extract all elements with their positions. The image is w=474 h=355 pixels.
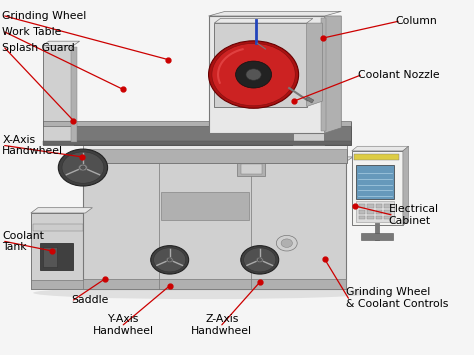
Text: Saddle: Saddle — [71, 295, 109, 305]
Bar — [356, 165, 394, 199]
Text: Coolant
Tank: Coolant Tank — [2, 231, 44, 252]
Circle shape — [212, 43, 295, 106]
Bar — [83, 162, 346, 289]
Bar — [161, 192, 249, 220]
Bar — [376, 216, 382, 219]
Text: Coolant Nozzle: Coolant Nozzle — [358, 70, 439, 80]
Circle shape — [166, 257, 173, 262]
Polygon shape — [352, 146, 409, 151]
Polygon shape — [31, 208, 92, 213]
Polygon shape — [325, 16, 341, 133]
Circle shape — [154, 248, 186, 272]
Bar — [356, 201, 394, 222]
Circle shape — [79, 164, 87, 171]
Bar — [376, 204, 382, 208]
Circle shape — [241, 246, 279, 274]
Circle shape — [151, 246, 189, 274]
Bar — [384, 204, 391, 208]
Text: Splash Guard: Splash Guard — [2, 43, 75, 53]
Bar — [367, 204, 374, 208]
Bar — [83, 146, 347, 163]
Bar — [237, 162, 265, 176]
Polygon shape — [403, 146, 409, 225]
Polygon shape — [306, 97, 314, 103]
Bar — [359, 204, 365, 208]
Bar — [43, 122, 351, 145]
Text: Y-Axis
Handwheel: Y-Axis Handwheel — [93, 314, 154, 335]
Bar — [43, 45, 73, 145]
Circle shape — [256, 257, 263, 262]
Circle shape — [168, 258, 172, 261]
Bar — [361, 233, 393, 240]
Bar — [209, 16, 325, 133]
Bar — [367, 216, 374, 219]
Bar — [293, 78, 298, 99]
Text: Electrical
Cabinet: Electrical Cabinet — [389, 204, 438, 225]
Text: Z-Axis
Handwheel: Z-Axis Handwheel — [191, 314, 252, 335]
Bar — [384, 216, 391, 219]
Polygon shape — [214, 18, 313, 23]
Polygon shape — [293, 61, 330, 65]
Bar — [214, 23, 307, 106]
Polygon shape — [43, 41, 80, 45]
Circle shape — [236, 61, 272, 88]
Bar — [376, 210, 382, 214]
Text: Grinding Wheel
& Coolant Controls: Grinding Wheel & Coolant Controls — [346, 288, 448, 309]
Polygon shape — [83, 157, 353, 162]
Polygon shape — [209, 11, 341, 16]
Text: Grinding Wheel: Grinding Wheel — [2, 11, 87, 21]
Circle shape — [209, 41, 299, 108]
Bar — [354, 154, 399, 160]
Bar — [33, 224, 83, 231]
Bar — [384, 210, 391, 214]
Circle shape — [246, 69, 261, 80]
Circle shape — [258, 258, 262, 261]
Bar — [359, 216, 365, 219]
Text: Work Table: Work Table — [2, 27, 62, 37]
Bar — [31, 213, 85, 289]
Polygon shape — [307, 23, 322, 106]
Bar — [71, 47, 77, 142]
Bar — [293, 65, 324, 145]
Bar — [83, 279, 346, 289]
Ellipse shape — [33, 287, 374, 299]
Bar — [359, 210, 365, 214]
Text: X-Axis
Handwheel: X-Axis Handwheel — [2, 135, 64, 156]
Bar — [241, 164, 262, 174]
Bar — [40, 243, 73, 270]
Bar — [43, 141, 351, 145]
Circle shape — [81, 166, 85, 169]
Bar — [43, 121, 351, 126]
Bar — [352, 151, 403, 225]
Circle shape — [244, 248, 276, 272]
Circle shape — [58, 149, 108, 186]
Bar — [321, 18, 326, 131]
Circle shape — [281, 239, 292, 247]
Text: Column: Column — [396, 16, 438, 26]
Bar — [83, 145, 347, 149]
Bar — [43, 247, 57, 267]
Bar — [31, 280, 85, 289]
Circle shape — [276, 235, 297, 251]
Bar — [367, 210, 374, 214]
Circle shape — [62, 152, 104, 183]
